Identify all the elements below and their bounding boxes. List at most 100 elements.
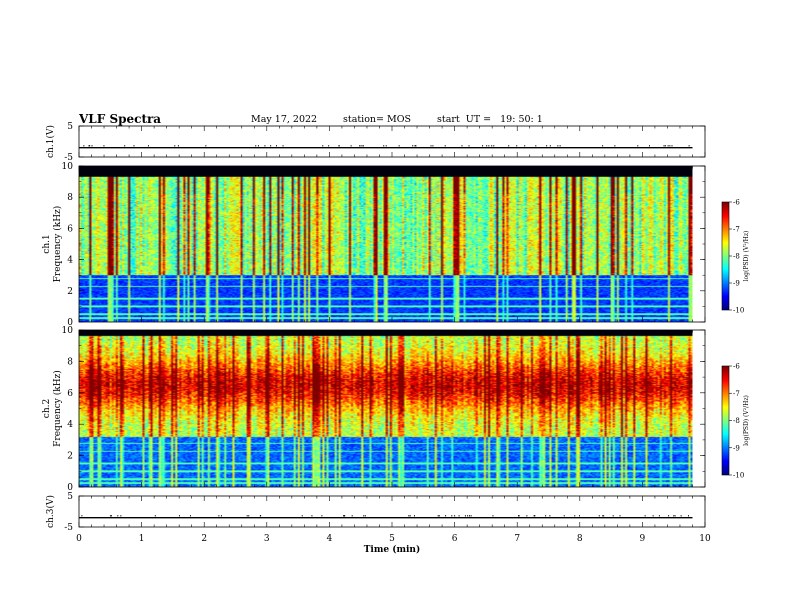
waveform-dot: [88, 145, 90, 147]
y-tick-label: 2: [67, 287, 73, 297]
waveform-dot: [444, 145, 446, 147]
waveform-dot: [524, 145, 526, 147]
waveform-dot: [518, 515, 520, 517]
waveform-dot: [578, 515, 580, 517]
y-tick-label: 10: [62, 162, 74, 172]
y-tick-label: 5: [67, 492, 73, 502]
waveform-dot: [559, 145, 561, 147]
colorbar-label: log(PSD) (V²/Hz): [743, 395, 750, 446]
waveform-dot: [574, 515, 576, 517]
waveform-dot: [414, 145, 416, 147]
y-axis-label: ch.2: [42, 399, 52, 418]
waveform-dot: [644, 515, 646, 517]
colorbar-tick-label: -6: [733, 363, 740, 371]
waveform-dot: [344, 515, 346, 517]
waveform-dot: [109, 515, 111, 517]
waveform-dot: [359, 145, 361, 147]
y-tick-label: -5: [64, 523, 73, 533]
waveform-dot: [83, 145, 85, 147]
waveform-dot: [276, 145, 278, 147]
x-tick-label: 5: [389, 534, 395, 544]
waveform-dot: [409, 515, 411, 517]
waveform-dot: [674, 515, 676, 517]
waveform-dot: [533, 515, 535, 517]
colorbar-tick-label: -9: [733, 444, 740, 452]
waveform-dot: [470, 515, 472, 517]
waveform-dot: [147, 145, 149, 147]
waveform-dot: [516, 145, 518, 147]
colorbar-2: [722, 366, 729, 475]
x-tick-label: 7: [514, 534, 520, 544]
waveform-dot: [488, 145, 490, 147]
y-tick-label: 6: [67, 389, 73, 399]
waveform-dot: [669, 145, 671, 147]
waveform-dot: [486, 145, 488, 147]
y-axis-label-unit: Frequency (kHz): [52, 370, 63, 447]
waveform-dot: [648, 145, 650, 147]
y-axis-label: ch.1: [42, 234, 52, 253]
y-axis-label: ch.1(V): [45, 125, 56, 158]
start-time-label: start UT = 19: 50: 1: [437, 114, 543, 125]
spectrogram-2: [79, 330, 693, 487]
waveform-dot: [124, 145, 126, 147]
waveform-dot: [652, 515, 654, 517]
waveform-dot: [264, 145, 266, 147]
waveform-dot: [680, 515, 682, 517]
waveform-dot: [508, 145, 510, 147]
waveform-dot: [603, 515, 605, 517]
waveform-dot: [482, 145, 484, 147]
waveform-dot: [619, 515, 621, 517]
x-tick-label: 3: [264, 534, 270, 544]
waveform-dot: [328, 145, 330, 147]
x-tick-label: 0: [76, 534, 82, 544]
x-tick-label: 2: [201, 534, 207, 544]
waveform-dot: [220, 515, 222, 517]
x-tick-label: 1: [139, 534, 145, 544]
waveform-dot: [454, 515, 456, 517]
waveform-dot: [491, 145, 493, 147]
waveform-dot: [535, 145, 537, 147]
y-tick-label: -5: [64, 153, 73, 163]
waveform-dot: [602, 515, 604, 517]
waveform-dot: [117, 515, 119, 517]
x-tick-label: 8: [577, 534, 583, 544]
waveform-dot: [338, 145, 340, 147]
waveform-dot: [408, 515, 410, 517]
waveform-dot: [257, 145, 259, 147]
colorbar-tick-label: -10: [733, 472, 744, 480]
colorbar-tick-label: -6: [733, 199, 740, 207]
y-tick-label: 10: [62, 326, 74, 336]
y-tick-label: 4: [67, 420, 73, 430]
y-tick-label: 8: [67, 193, 73, 203]
waveform-dot: [432, 145, 434, 147]
waveform-dot: [81, 515, 83, 517]
waveform-dot: [282, 145, 284, 147]
station-label: station= MOS: [343, 114, 412, 125]
waveform-dot: [557, 145, 559, 147]
colorbar-tick-label: -7: [733, 390, 740, 398]
waveform-dot: [526, 515, 528, 517]
waveform-dot: [385, 145, 387, 147]
waveform-dot: [205, 145, 207, 147]
waveform-dot: [545, 515, 547, 517]
waveform-dot: [658, 515, 660, 517]
spectrogram-1: [79, 166, 693, 322]
waveform-dot: [110, 515, 112, 517]
waveform-dot: [248, 515, 250, 517]
waveform-dot: [189, 515, 191, 517]
waveform-dot: [673, 515, 675, 517]
colorbar-tick-label: -10: [733, 307, 744, 315]
waveform-dot: [458, 515, 460, 517]
waveform-dot: [688, 515, 690, 517]
waveform-dot: [398, 145, 400, 147]
waveform-dot: [383, 145, 385, 147]
waveform-dot: [534, 515, 536, 517]
waveform-dot: [415, 145, 417, 147]
waveform-dot: [301, 515, 303, 517]
waveform-dot: [668, 515, 670, 517]
waveform-dot: [549, 145, 551, 147]
waveform-dot: [89, 145, 91, 147]
x-axis-label: Time (min): [364, 544, 421, 555]
y-tick-label: 2: [67, 452, 73, 462]
waveform-dot: [91, 145, 93, 147]
